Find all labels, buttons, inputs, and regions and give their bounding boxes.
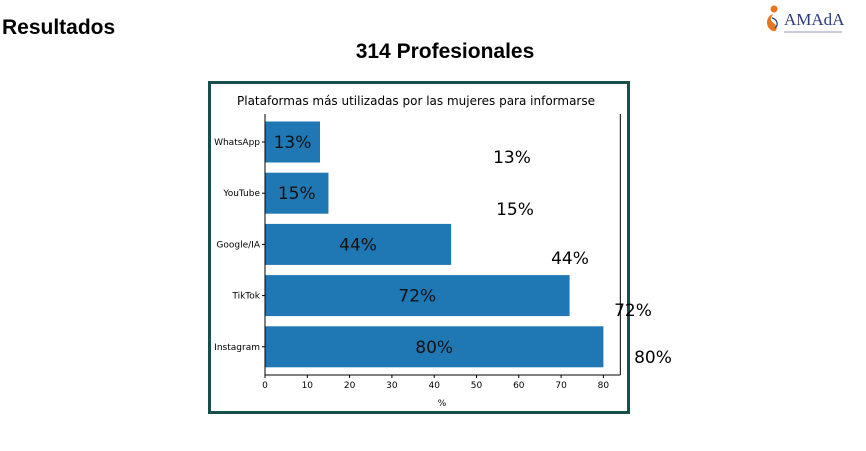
x-tick-label: 10 — [302, 381, 314, 391]
bar-youtube — [265, 172, 329, 214]
x-tick-label: 60 — [513, 381, 525, 391]
bar-google-ia — [265, 223, 452, 265]
y-tick-label: Google/IA — [216, 240, 260, 250]
amada-logo-icon — [767, 5, 778, 32]
x-tick-label: 0 — [262, 381, 268, 391]
logo-text: AMAdA — [784, 10, 845, 29]
bar-instagram — [265, 326, 604, 368]
chart-title: Plataformas más utilizadas por las mujer… — [237, 94, 595, 108]
x-tick-label: 70 — [555, 381, 567, 391]
x-tick-label: 80 — [598, 381, 610, 391]
bar-chart: Plataformas más utilizadas por las mujer… — [214, 94, 621, 409]
amada-logo: AMAdA — [762, 4, 844, 38]
bars-layer: 13% 15% 44% 72% 80% — [265, 121, 604, 368]
ticks-layer: WhatsApp YouTube Google/IA TikTok Instagram 0… — [214, 138, 609, 391]
outer-percent-label: 80% — [634, 348, 672, 368]
bar-data-label: 15% — [278, 184, 316, 204]
bar-data-label: 80% — [415, 338, 453, 358]
x-tick-label: 50 — [471, 381, 483, 391]
y-tick-label: YouTube — [222, 189, 260, 199]
bar-whatsapp — [265, 121, 320, 163]
y-tick-label: WhatsApp — [214, 138, 260, 148]
slide-title: 314 Profesionales — [355, 40, 535, 63]
logo-tagline — [784, 31, 842, 33]
x-tick-label: 40 — [428, 381, 440, 391]
bar-data-label: 72% — [398, 287, 436, 307]
bar-data-label: 44% — [339, 235, 377, 255]
x-tick-label: 20 — [344, 381, 356, 391]
x-tick-label: 30 — [386, 381, 398, 391]
y-tick-label: TikTok — [231, 292, 260, 302]
bar-tiktok — [265, 275, 570, 317]
page-heading: Resultados — [2, 16, 116, 39]
y-tick-label: Instagram — [214, 343, 260, 353]
x-axis-label: % — [438, 399, 447, 409]
chart-frame: Plataformas más utilizadas por las mujer… — [208, 81, 630, 414]
bar-data-label: 13% — [274, 133, 312, 153]
